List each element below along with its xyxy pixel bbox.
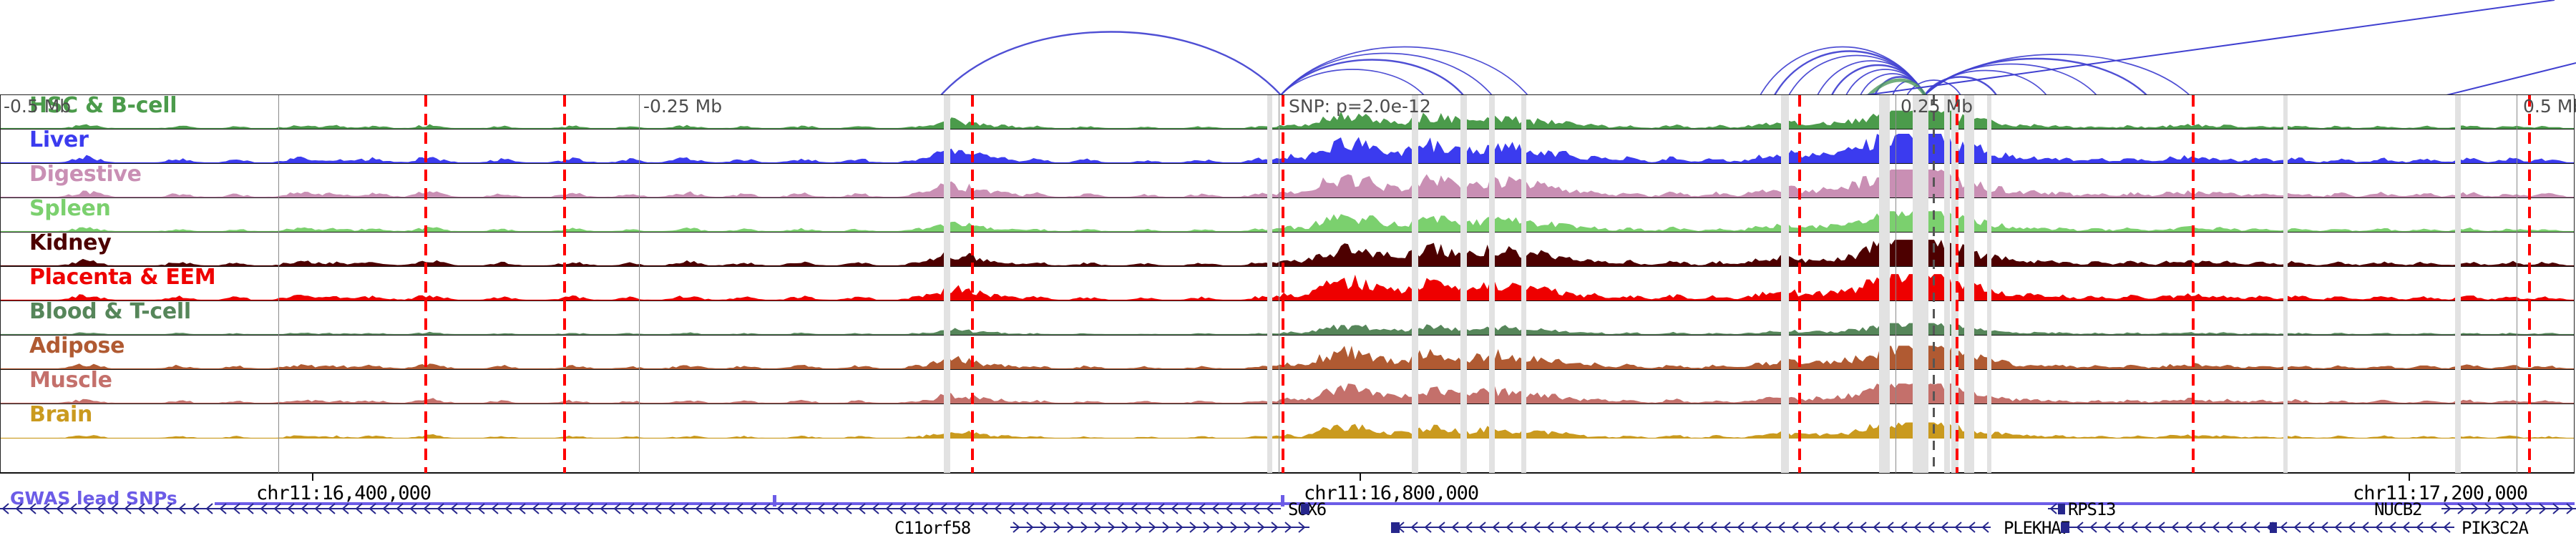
gene-exon-block <box>1301 504 1309 514</box>
track-label: Digestive <box>29 162 142 187</box>
track-label: Muscle <box>29 368 112 393</box>
gene-name-label[interactable]: C11orf58 <box>894 518 971 538</box>
signal-profile <box>1 130 2574 163</box>
gene-name-label[interactable]: RPS13 <box>2068 499 2116 519</box>
gwas-snp-marker[interactable] <box>1281 495 1284 507</box>
signal-area <box>1 134 2574 163</box>
gene-exon-block <box>2270 522 2277 533</box>
loop-arc <box>1924 69 2047 96</box>
gwas-track-line <box>215 502 2575 505</box>
track-label: Brain <box>29 402 93 427</box>
gene-exon-block <box>1391 522 1400 533</box>
gene-row-1: SOX6RPS13NUCB2 <box>0 499 2576 519</box>
signal-profile <box>1 336 2574 369</box>
long-range-loop <box>1860 0 2555 96</box>
ruler-label-2: SNP: p=2.0e-12 <box>1289 96 1431 117</box>
gwas-lead-snps-label: GWAS lead SNPs <box>10 488 177 509</box>
loop-arc <box>940 31 1282 96</box>
gene-body[interactable] <box>1395 519 1991 535</box>
track-row-muscle[interactable]: Muscle <box>1 368 2574 404</box>
ruler-label-1: -0.25 Mb <box>643 96 723 117</box>
signal-area <box>1 274 2574 300</box>
gene-name-label[interactable]: PLEKHA7 <box>2004 518 2071 538</box>
track-label: Adipose <box>29 333 125 358</box>
loop-arc-highlight <box>1868 78 1927 96</box>
track-row-digestive[interactable]: Digestive <box>1 162 2574 198</box>
track-label: Kidney <box>29 230 112 255</box>
axis-tick <box>312 472 313 481</box>
signal-area <box>1 422 2574 439</box>
track-row-spleen[interactable]: Spleen <box>1 196 2574 233</box>
track-row-blood-t-cell[interactable]: Blood & T-cell <box>1 299 2574 336</box>
signal-track-panel: -0.5 Mb -0.25 Mb SNP: p=2.0e-12 0.25 Mb 0.5 … <box>0 93 2576 474</box>
ruler-label-0: -0.5 Mb <box>4 96 72 117</box>
signal-profile <box>1 406 2574 439</box>
gene-name-label[interactable]: NUCB2 <box>2374 499 2422 519</box>
track-row-brain[interactable]: Brain <box>1 402 2574 439</box>
gene-exon-block <box>2061 522 2069 533</box>
axis-coordinate-label: chr11:16,800,000 <box>1304 482 1479 504</box>
signal-area <box>1 110 2574 129</box>
signal-area <box>1 240 2574 266</box>
signal-profile <box>1 233 2574 266</box>
signal-profile <box>1 302 2574 335</box>
track-row-hsc-b-cell[interactable]: HSC & B-cell <box>1 93 2574 129</box>
ruler-label-4: 0.5 Mb <box>2523 96 2576 117</box>
track-label: HSC & B-cell <box>29 93 177 118</box>
signal-profile <box>1 371 2574 404</box>
axis-coordinate-label: chr11:17,200,000 <box>2353 482 2528 504</box>
track-row-kidney[interactable]: Kidney <box>1 230 2574 267</box>
axis-tick <box>2409 472 2410 481</box>
track-label: Liver <box>29 127 89 152</box>
loop-arc <box>1280 59 1464 96</box>
gene-body[interactable] <box>2441 501 2576 517</box>
long-range-loop <box>2443 62 2576 96</box>
signal-area <box>1 383 2574 404</box>
loop-arc <box>1924 63 2097 96</box>
relative-distance-ruler: -0.5 Mb -0.25 Mb SNP: p=2.0e-12 0.25 Mb 0.5 … <box>1 95 2576 119</box>
chromatin-loop-arcs <box>0 0 2576 96</box>
track-row-adipose[interactable]: Adipose <box>1 333 2574 370</box>
gene-body[interactable] <box>0 501 1281 517</box>
track-row-placenta-eem[interactable]: Placenta & EEM <box>1 265 2574 301</box>
signal-profile <box>1 268 2574 300</box>
signal-profile <box>1 199 2574 232</box>
signal-profile <box>1 96 2574 129</box>
gene-row-2: C11orf58 PLEKHA7 PIK3C2A <box>0 518 2576 538</box>
signal-area <box>1 170 2574 197</box>
axis-line <box>0 472 2575 474</box>
axis-coordinate-label: chr11:16,400,000 <box>256 482 431 504</box>
track-label: Blood & T-cell <box>29 299 191 324</box>
gwas-lead-snp-track[interactable]: GWAS lead SNPs <box>0 488 2576 509</box>
loop-arc <box>1924 54 2190 96</box>
track-label: Placenta & EEM <box>29 265 216 290</box>
loop-arc <box>1280 69 1425 96</box>
ruler-label-3: 0.25 Mb <box>1901 96 1974 117</box>
coordinate-axis: chr11:16,400,000 chr11:16,800,000 chr11:17… <box>0 472 2576 505</box>
track-label: Spleen <box>29 196 111 221</box>
signal-area <box>1 346 2574 369</box>
gene-exon-block <box>2058 504 2065 514</box>
signal-area <box>1 211 2574 232</box>
signal-profile <box>1 165 2574 197</box>
gene-body[interactable] <box>2061 519 2454 535</box>
track-row-liver[interactable]: Liver <box>1 127 2574 164</box>
gwas-snp-marker[interactable] <box>773 495 776 507</box>
gene-name-label[interactable]: PIK3C2A <box>2462 518 2529 538</box>
gene-body[interactable] <box>1010 519 1309 535</box>
axis-tick <box>1360 472 1361 481</box>
signal-area <box>1 323 2574 335</box>
track-rows: HSC & B-cell Liver Digestive Spleen Kidney Pl… <box>1 93 2574 439</box>
